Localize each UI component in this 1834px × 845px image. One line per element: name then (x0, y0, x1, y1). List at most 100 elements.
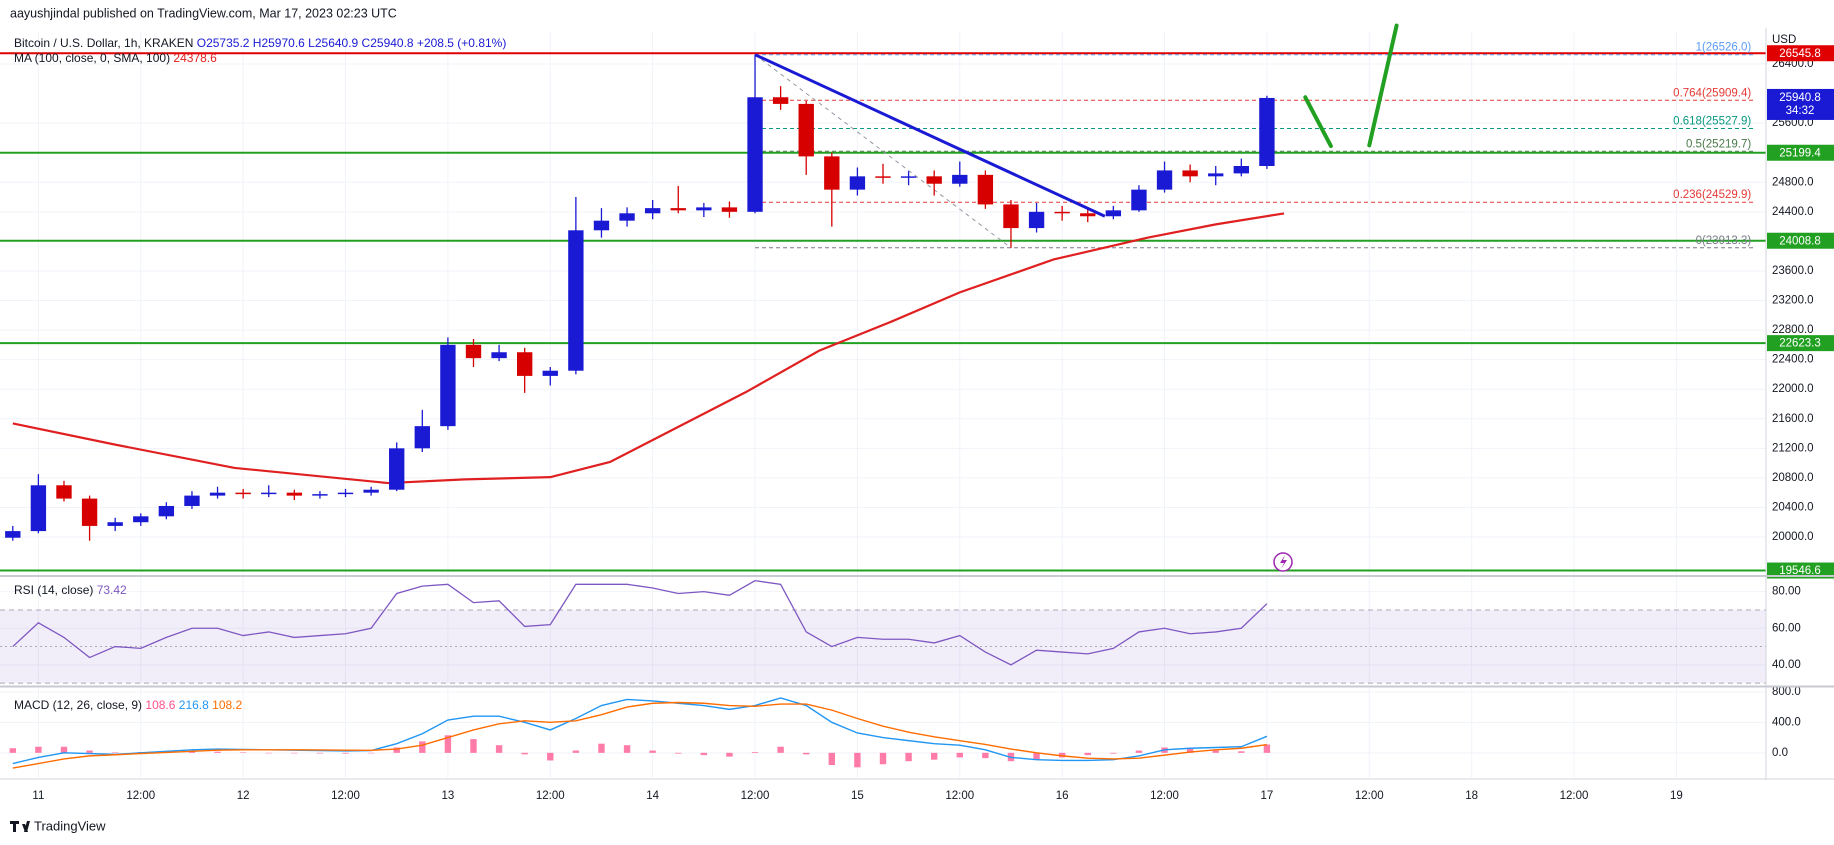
ma-value: 24378.6 (173, 51, 217, 65)
histogram-bar (239, 752, 247, 753)
histogram-bar (1110, 752, 1117, 754)
x-tick-label: 14 (646, 790, 659, 802)
rsi-value: 73.42 (97, 583, 127, 597)
candle-body (1080, 213, 1096, 217)
candle-body (1208, 173, 1224, 177)
candle-body (261, 492, 277, 495)
candle-body (542, 370, 558, 376)
y-tick-label: 20800.0 (1772, 472, 1814, 484)
fib-label: 0.236(24529.9) (1673, 189, 1751, 201)
candle-body (875, 176, 891, 178)
ma-legend: MA (100, close, 0, SMA, 100) 24378.6 (14, 51, 217, 65)
y-tick-label: 20000.0 (1772, 531, 1814, 543)
level-box (1767, 562, 1834, 579)
forecast-stroke (1303, 95, 1333, 149)
candle-body (517, 352, 533, 376)
histogram-bar (803, 752, 810, 755)
histogram-bar (1135, 750, 1143, 753)
histogram-bar (367, 752, 375, 754)
histogram-bar (265, 752, 272, 754)
candle-body (593, 220, 610, 231)
x-tick-label: 12:00 (741, 790, 770, 802)
candle-body (798, 103, 814, 157)
histogram-bar (828, 752, 836, 766)
histogram-bar (675, 752, 682, 754)
macd-value: 216.8 (179, 698, 209, 712)
candle-body (389, 448, 405, 490)
publisher: aayushjindal published on TradingView.co… (10, 6, 397, 20)
candle-body (235, 492, 251, 495)
x-tick-label: 19 (1670, 790, 1683, 802)
histogram-bar (726, 752, 733, 757)
layers: 26400.025600.024800.024400.023600.023200… (0, 23, 1834, 802)
y-tick-label: 800.0 (1772, 686, 1801, 698)
ma-title: MA (100, close, 0, SMA, 100) (14, 51, 170, 65)
candle-body (926, 176, 942, 184)
level-box (1767, 335, 1834, 352)
histogram-bar (623, 745, 631, 753)
level-label: 26545.8 (1779, 48, 1821, 60)
x-tick-label: 12:00 (1560, 790, 1589, 802)
ohlc-values: O25735.2 H25970.6 L25640.9 C25940.8 +208… (197, 36, 507, 50)
histogram-bar (342, 752, 349, 754)
x-tick-label: 13 (442, 790, 455, 802)
rsi-line (12, 579, 1268, 666)
candle-body (849, 176, 866, 190)
histogram-bar (9, 748, 16, 753)
candle-body (465, 344, 482, 359)
signal-value: 108.2 (212, 698, 242, 712)
level-label: 24008.8 (1779, 235, 1821, 247)
histogram-bar (598, 743, 605, 753)
y-tick-label: 60.00 (1772, 622, 1801, 634)
histogram-bar (1033, 752, 1040, 760)
histogram-bar (214, 751, 221, 753)
level-label: 25199.4 (1779, 147, 1821, 159)
histogram-bar (393, 747, 400, 753)
candle-body (619, 213, 635, 221)
candle-body (158, 505, 175, 517)
y-tick-label: 21200.0 (1772, 442, 1814, 454)
currency: USD (1772, 34, 1796, 46)
histogram-bar (86, 750, 93, 753)
histogram-bar (470, 739, 477, 753)
y-tick-label: 400.0 (1772, 716, 1801, 728)
candle-body (1156, 170, 1173, 190)
level-box (1767, 144, 1834, 161)
fib-diagonal (754, 54, 1012, 249)
histogram-bar (649, 750, 656, 753)
alert-icon (1273, 552, 1293, 572)
candle-body (1028, 211, 1045, 229)
candle-body (900, 176, 917, 178)
histogram-bar (1238, 751, 1245, 753)
fib-label: 0.618(25527.9) (1673, 115, 1751, 127)
x-tick-label: 12:00 (1150, 790, 1179, 802)
histogram-bar (1058, 752, 1066, 758)
histogram-bar (777, 746, 784, 753)
y-tick-label: 21600.0 (1772, 413, 1814, 425)
x-tick-label: 11 (32, 790, 44, 802)
candle-body (644, 208, 661, 214)
x-tick-label: 12:00 (1355, 790, 1384, 802)
candle-body (363, 489, 379, 493)
candle-body (5, 531, 21, 538)
candle-body (1259, 97, 1275, 166)
candle-body (1003, 204, 1019, 229)
candle-body (81, 498, 98, 526)
fib-label: 0.5(25219.7) (1686, 138, 1751, 150)
signal-line (12, 701, 1268, 769)
candle-body (1054, 211, 1070, 214)
candle-body (56, 485, 72, 499)
candle-body (440, 344, 456, 427)
candle-body (1105, 210, 1122, 217)
x-tick-label: 12:00 (126, 790, 155, 802)
footer-logo: TradingView (10, 818, 106, 833)
countdown: 34:32 (1786, 105, 1815, 117)
histogram-bar (854, 752, 861, 768)
histogram-bar (956, 752, 963, 758)
histogram-bar (444, 735, 452, 753)
histogram-bar (1186, 749, 1194, 753)
candle-body (824, 156, 840, 190)
y-tick-label: 80.00 (1772, 586, 1801, 598)
